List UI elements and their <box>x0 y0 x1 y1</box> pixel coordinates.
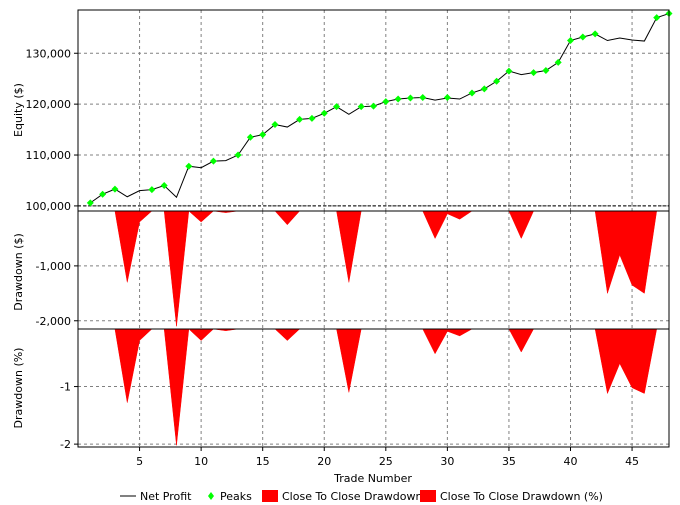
peak-point <box>382 98 390 106</box>
peak-point <box>370 102 377 110</box>
equity-y-ticks: 100,000 110,000 120,000 130,000 <box>26 47 78 213</box>
peak-point <box>505 67 513 75</box>
x-tick-label: 45 <box>625 455 639 468</box>
equity-marks <box>86 10 673 207</box>
peak-point <box>259 131 267 139</box>
legend-swatch-peaks <box>208 492 214 500</box>
drawdown-percent-y-axis-title: Drawdown (%) <box>12 348 25 429</box>
x-tick-label: 10 <box>194 455 208 468</box>
peak-point <box>468 89 476 97</box>
x-tick-label: 30 <box>440 455 454 468</box>
peak-point <box>185 162 193 170</box>
legend-label-close-to-close-drawdown: Close To Close Drawdown <box>282 490 422 503</box>
peak-point <box>530 69 538 77</box>
peak-point <box>148 186 156 194</box>
equity-panel: 100,000 110,000 120,000 130,000 Equity ($) <box>12 9 673 213</box>
peak-point <box>394 95 402 103</box>
peak-point <box>234 151 242 159</box>
x-tick-label: 35 <box>502 455 516 468</box>
peak-point <box>246 133 254 141</box>
peak-point <box>209 157 217 165</box>
legend-label-close-to-close-drawdown-pct: Close To Close Drawdown (%) <box>440 490 603 503</box>
peak-point <box>320 109 328 117</box>
y-tick-label: 100,000 <box>26 200 72 213</box>
drawdown-percent-y-ticks: -1 -2 <box>60 381 78 451</box>
peak-point <box>406 94 414 102</box>
y-tick-label: -1 <box>60 381 71 394</box>
peak-point <box>653 14 661 22</box>
legend-item-close-to-close-drawdown-pct: Close To Close Drawdown (%) <box>420 490 603 503</box>
legend: Net Profit Peaks Close To Close Drawdown… <box>120 490 603 503</box>
peak-point <box>308 114 316 122</box>
x-tick-label: 15 <box>256 455 270 468</box>
legend-label-peaks: Peaks <box>220 490 252 503</box>
peak-point <box>111 185 119 193</box>
peak-point <box>99 190 107 198</box>
peak-point <box>333 103 341 111</box>
peak-point <box>86 199 94 207</box>
y-tick-label: 110,000 <box>26 149 72 162</box>
legend-item-close-to-close-drawdown: Close To Close Drawdown <box>262 490 422 503</box>
equity-plot-frame <box>77 9 670 212</box>
x-axis-title: Trade Number <box>333 472 412 485</box>
drawdown-percent-area <box>90 328 669 446</box>
equity-gridlines <box>78 10 669 211</box>
y-tick-label: -1,000 <box>36 260 71 273</box>
legend-item-peaks: Peaks <box>208 490 252 503</box>
peak-point <box>493 77 501 85</box>
legend-swatch-close-to-close-drawdown-pct <box>420 490 436 502</box>
y-tick-label: -2,000 <box>36 315 71 328</box>
peak-point <box>160 182 168 190</box>
equity-y-axis-title: Equity ($) <box>12 83 25 137</box>
drawdown-percent-marks <box>90 328 669 446</box>
drawdown-percent-panel: -1 -2 Drawdown (%) <box>12 328 670 451</box>
y-tick-label: 120,000 <box>26 98 72 111</box>
peak-point <box>419 94 427 102</box>
y-tick-label: 130,000 <box>26 47 72 60</box>
y-tick-label: -2 <box>60 438 71 451</box>
drawdown-dollars-panel: -1,000 -2,000 Drawdown ($) <box>12 210 670 330</box>
x-tick-label: 40 <box>564 455 578 468</box>
peak-point <box>296 115 304 123</box>
drawdown-percent-plot-frame <box>77 328 670 448</box>
peak-point <box>357 103 365 111</box>
drawdown-dollars-y-axis-title: Drawdown ($) <box>12 233 25 311</box>
x-axis-ticks: 5 10 15 20 25 30 35 40 45 <box>136 447 639 468</box>
legend-item-net-profit: Net Profit <box>120 490 192 503</box>
x-tick-label: 20 <box>317 455 331 468</box>
drawdown-dollars-y-ticks: -1,000 -2,000 <box>36 260 78 328</box>
drawdown-dollars-marks <box>90 210 669 327</box>
peak-point <box>554 58 562 66</box>
peak-point <box>579 33 587 41</box>
x-tick-label: 5 <box>136 455 143 468</box>
net-profit-line <box>90 13 670 204</box>
peak-point <box>542 67 550 75</box>
drawdown-dollars-area <box>90 210 669 327</box>
legend-label-net-profit: Net Profit <box>140 490 192 503</box>
peak-point <box>271 120 279 128</box>
peak-point <box>567 37 574 45</box>
peak-point <box>480 85 488 93</box>
peak-point <box>443 94 451 102</box>
peak-point <box>591 30 599 38</box>
legend-swatch-close-to-close-drawdown <box>262 490 278 502</box>
x-tick-label: 25 <box>379 455 393 468</box>
